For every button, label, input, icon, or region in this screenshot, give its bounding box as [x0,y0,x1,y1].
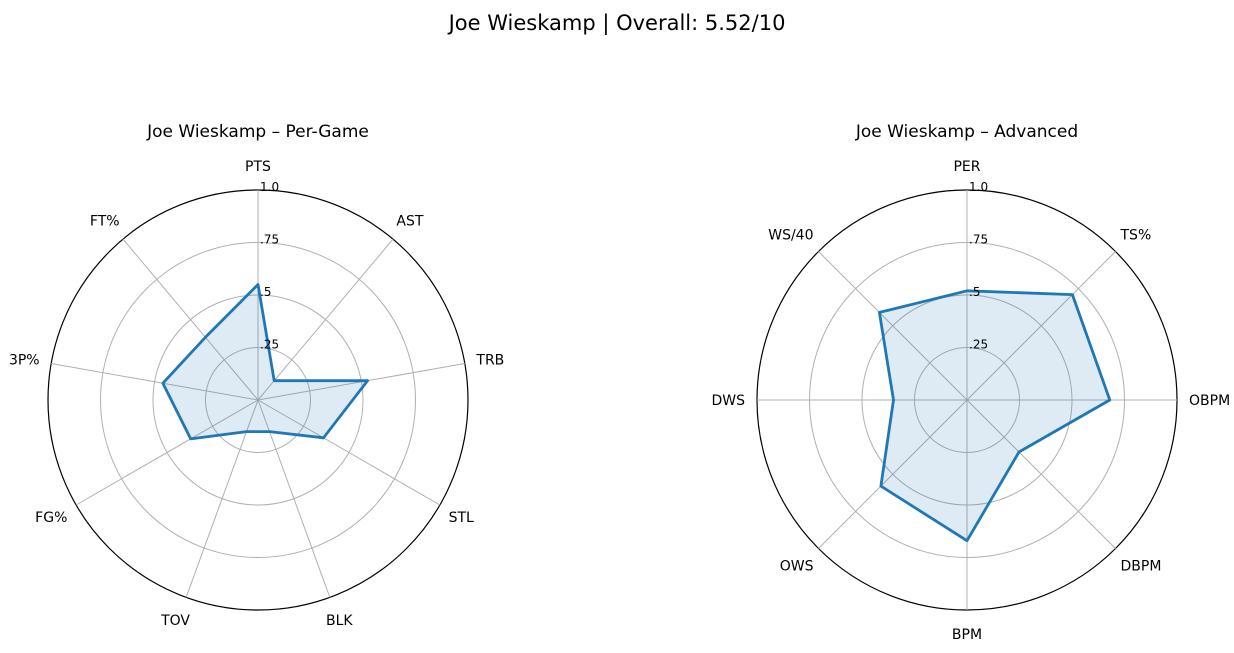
spoke-ast [257,238,394,401]
chart-title-per-game: Joe Wieskamp – Per-Game [146,122,369,142]
series-line [878,289,1112,543]
axis-label-ows: OWS [780,559,814,575]
radial-tick-label: 1.0 [969,180,988,194]
radial-tick-label: 1.0 [260,180,279,194]
spoke-ts-pct [966,251,1116,401]
axis-label-dws: DWS [711,393,745,409]
spoke-fg-pct [75,399,259,506]
radial-tick-label: .75 [969,233,988,247]
axis-label-ws-40: WS/40 [768,228,813,244]
radar-chart-per-game: Joe Wieskamp – Per-Game .25 .5 .75 1.0 PTS AS… [9,122,504,629]
axis-label-trb: TRB [475,352,504,368]
spoke-dbpm [966,399,1116,549]
axis-label-stl: STL [449,510,474,526]
radial-tick-label: .75 [260,233,279,247]
radial-tick-label: .25 [260,338,279,352]
radial-tick-label: .5 [969,285,980,299]
chart-title-advanced: Joe Wieskamp – Advanced [855,122,1078,142]
axis-label-fg-pct: FG% [35,510,67,526]
spoke-stl [257,399,441,506]
spoke-ws-40 [818,251,968,401]
radar-chart-advanced: Joe Wieskamp – Advanced .25 .5 .75 1.0 PER TS… [711,122,1230,643]
axis-label-tov: TOV [160,613,190,629]
axis-label-obpm: OBPM [1189,393,1230,409]
axis-label-ast: AST [396,214,423,230]
axis-label-3p-pct: 3P% [9,352,40,368]
axis-label-bpm: BPM [952,627,982,643]
axis-label-ts-pct: TS% [1120,228,1152,244]
spoke-3p-pct [51,363,259,401]
radial-tick-label: .25 [969,338,988,352]
series-line [161,283,370,441]
series-area [162,284,368,439]
spoke-ft-pct [122,238,259,401]
axis-label-per: PER [953,159,980,175]
axis-label-dbpm: DBPM [1121,559,1162,575]
axis-label-blk: BLK [326,613,353,629]
axis-label-pts: PTS [245,159,271,175]
radial-tick-label: .5 [260,285,271,299]
axis-label-ft-pct: FT% [90,214,120,230]
spoke-ows [818,399,968,549]
figure-title: Joe Wieskamp | Overall: 5.52/10 [447,11,786,36]
series-area [879,290,1110,541]
